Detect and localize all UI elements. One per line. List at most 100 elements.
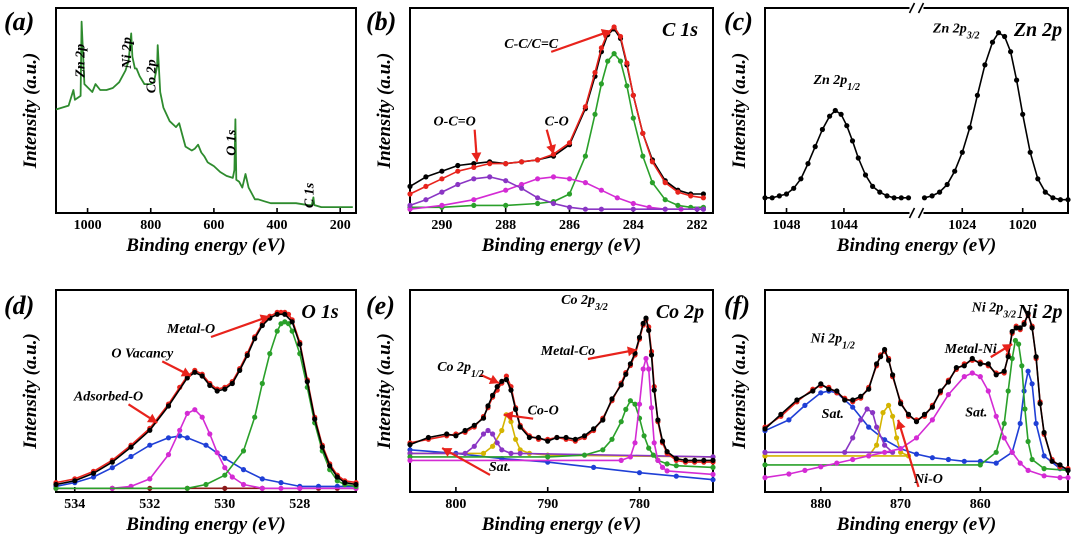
data-point: [662, 197, 668, 203]
data-point: [891, 195, 897, 201]
data-point: [673, 463, 679, 469]
data-point: [184, 435, 190, 441]
annotation-subscript: 3/2: [966, 30, 980, 41]
data-point: [503, 178, 509, 184]
data-point: [898, 195, 904, 201]
data-point: [870, 183, 876, 189]
data-point: [274, 311, 280, 317]
data-point: [423, 183, 429, 189]
data-point: [184, 375, 190, 381]
data-point: [682, 457, 689, 463]
data-point: [90, 474, 97, 480]
x-tick-label: 290: [431, 218, 452, 233]
annotation-arrow-head: [471, 152, 482, 162]
data-point: [480, 415, 487, 421]
series-line: [55, 435, 356, 488]
panel-letter: (d): [4, 291, 34, 320]
data-point: [894, 435, 900, 441]
data-point: [581, 433, 588, 439]
data-point: [627, 361, 634, 367]
x-tick-label: 282: [687, 218, 708, 233]
data-point: [945, 392, 952, 398]
data-point: [627, 454, 634, 460]
data-point: [214, 388, 220, 394]
data-point: [762, 426, 768, 432]
data-point: [471, 176, 477, 182]
data-point: [646, 366, 652, 372]
data-point: [646, 327, 652, 333]
data-point: [818, 381, 824, 387]
data-point: [535, 434, 542, 441]
data-point: [598, 45, 605, 51]
data-point: [229, 380, 235, 387]
data-point: [1002, 33, 1008, 40]
data-point: [989, 39, 996, 45]
data-point: [1049, 458, 1055, 464]
data-point: [503, 377, 509, 383]
panel-title: O 1s: [301, 301, 338, 323]
data-point: [850, 435, 856, 441]
annotation-arrow-head: [259, 314, 270, 324]
data-point: [874, 424, 880, 430]
data-point: [850, 397, 856, 403]
data-point: [762, 453, 768, 459]
data-point: [832, 107, 838, 114]
data-point: [649, 180, 656, 186]
data-point: [1001, 368, 1007, 374]
panel-letter: (e): [366, 291, 395, 320]
data-point: [993, 449, 999, 455]
data-point: [664, 449, 670, 455]
y-axis-label: Intensity (a.u.): [20, 53, 41, 170]
data-point: [834, 460, 840, 466]
data-point: [490, 392, 496, 398]
data-point: [882, 442, 888, 448]
data-point: [944, 181, 950, 188]
data-point: [866, 424, 872, 430]
series-line: [409, 28, 704, 195]
data-point: [618, 419, 624, 425]
data-point: [407, 442, 413, 448]
data-point: [776, 193, 783, 199]
data-point: [222, 455, 228, 461]
data-point: [874, 361, 880, 367]
data-point: [898, 449, 904, 455]
data-point: [1057, 462, 1063, 468]
data-point: [109, 459, 115, 465]
panel-letter: (f): [724, 291, 750, 320]
data-point: [662, 206, 668, 212]
annotation-label: Ni-O: [913, 472, 943, 487]
data-point: [471, 202, 477, 208]
data-point: [192, 369, 198, 375]
data-point: [655, 457, 661, 463]
data-point: [513, 436, 519, 442]
data-point: [439, 168, 445, 174]
data-point: [886, 402, 892, 408]
annotation-label: C 1s: [302, 182, 317, 208]
annotation-arrow-head: [600, 29, 611, 39]
data-point: [147, 442, 153, 448]
annotation-arrow-shaft: [441, 447, 491, 476]
data-point: [535, 176, 541, 182]
annotation-label: Sat.: [489, 460, 511, 475]
x-axis-label: Binding energy (eV): [125, 514, 285, 535]
data-point: [582, 180, 589, 186]
data-point: [866, 386, 872, 392]
data-point: [826, 386, 832, 392]
data-point: [407, 183, 413, 189]
axis-break-mark: [908, 207, 916, 219]
data-point: [659, 438, 666, 444]
data-point: [659, 464, 666, 470]
data-point: [550, 200, 557, 207]
data-point: [898, 401, 904, 407]
data-point: [913, 451, 920, 457]
x-tick-label: 870: [890, 497, 911, 512]
data-point: [866, 453, 872, 459]
data-point: [1012, 337, 1019, 344]
data-point: [611, 24, 617, 30]
data-point: [407, 191, 413, 197]
series-line: [924, 31, 1068, 201]
data-point: [609, 396, 615, 402]
data-point: [977, 458, 983, 464]
data-point: [1029, 456, 1035, 463]
